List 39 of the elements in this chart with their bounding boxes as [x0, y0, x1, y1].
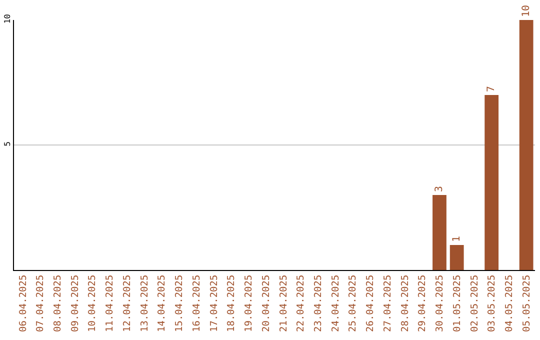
x-tick-label: 25.04.2025	[348, 274, 359, 332]
x-tick-label: 12.04.2025	[122, 274, 133, 332]
x-tick-label: 04.05.2025	[504, 274, 516, 332]
x-tick-label: 15.04.2025	[174, 274, 186, 332]
x-tick-label: 29.04.2025	[417, 274, 428, 332]
x-tick-label: 19.04.2025	[244, 274, 255, 332]
data-label: 3	[434, 186, 445, 192]
x-tick-label: 16.04.2025	[191, 274, 202, 332]
x-tick-label: 07.04.2025	[35, 274, 46, 332]
x-tick-label: 22.04.2025	[296, 274, 307, 332]
x-tick-label: 21.04.2025	[278, 274, 290, 332]
x-tick-label: 17.04.2025	[208, 274, 220, 332]
bar	[450, 245, 464, 270]
x-tick-label: 08.04.2025	[52, 274, 64, 332]
x-tick-label: 27.04.2025	[382, 274, 394, 332]
x-tick-label: 18.04.2025	[226, 274, 238, 332]
bar	[519, 20, 534, 270]
x-tick-label: 03.05.2025	[486, 274, 498, 332]
x-tick-label: 26.04.2025	[365, 274, 376, 332]
bar	[432, 195, 446, 270]
x-tick-label: 10.04.2025	[87, 274, 98, 332]
data-label: 1	[451, 236, 462, 242]
x-tick-label: 14.04.2025	[156, 274, 168, 332]
x-tick-label: 23.04.2025	[313, 274, 324, 332]
x-tick-label: 02.05.2025	[469, 274, 480, 332]
data-label: 7	[486, 86, 498, 92]
x-tick-label: 13.04.2025	[139, 274, 150, 332]
x-tick-label: 20.04.2025	[260, 274, 272, 332]
data-label: 10	[520, 4, 532, 17]
x-tick-label: 30.04.2025	[434, 274, 446, 332]
x-tick-label: 24.04.2025	[330, 274, 342, 332]
bar	[484, 95, 499, 270]
x-tick-label: 11.04.2025	[104, 274, 116, 332]
y-tick-label: 5	[2, 141, 12, 146]
x-tick-label: 05.05.2025	[521, 274, 532, 332]
x-tick-label: 06.04.2025	[18, 274, 29, 332]
x-tick-label: 09.04.2025	[70, 274, 81, 332]
x-tick-label: 01.05.2025	[452, 274, 463, 332]
x-tick-label: 28.04.2025	[400, 274, 411, 332]
